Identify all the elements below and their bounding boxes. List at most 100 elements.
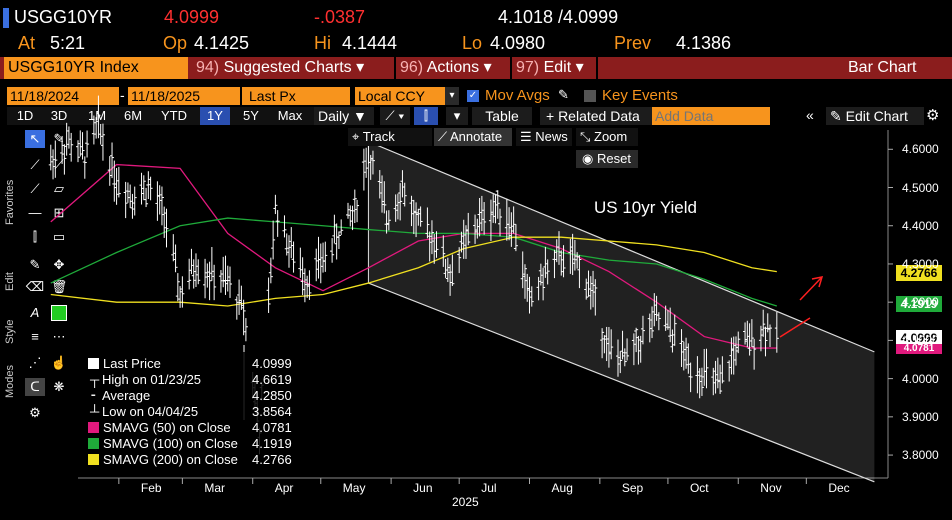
gear-icon[interactable]: ⚙ [926,107,940,124]
legend-value: 4.2850 [252,388,292,403]
price-change: -.0387 [314,7,366,27]
bid-ask: 4.1018 /4.0999 [498,7,619,27]
zoom-label: Zoom [594,129,628,144]
line-style-icon[interactable]: ⟋ ▾ [380,107,410,125]
color-swatch[interactable] [51,305,67,321]
menu-label: Actions [426,59,480,76]
series-line-sma50 [50,163,777,349]
period-1d[interactable]: 1D [16,108,34,123]
legend-row: ⁃ Average [90,388,150,404]
currency-selector[interactable]: Local CCY [355,87,445,105]
chevron-down-icon: ▾ [575,59,584,76]
period-6m[interactable]: 6M [123,108,143,123]
gear-icon[interactable]: ⚙ [29,405,41,420]
move-icon[interactable]: ✥ [53,257,65,272]
ticker-symbol: USGG10YR [14,7,113,27]
segment-icon[interactable]: ⟋ [30,181,40,196]
trendline-icon[interactable]: ⟋ [30,157,40,172]
rectangle-icon[interactable]: ▭ [52,229,66,244]
x-axis-year-label: 2025 [452,495,479,509]
menu-label: Suggested Charts [223,59,352,76]
news-button[interactable]: ☰ News [516,128,572,146]
x-tick-label: Feb [140,481,162,495]
reset-icon: ◉ [582,151,597,166]
fib-icon[interactable]: ⊞ [53,205,65,220]
x-tick-label: Jul [481,481,497,495]
zoom-button[interactable]: ⤡ Zoom [576,128,638,146]
legend-row: SMAVG (50) on Close [88,420,231,436]
chevron-down-icon[interactable]: ▾ [445,87,459,105]
price-bars [48,95,779,455]
y-tick-label: 4.2000 [902,295,939,310]
related-data-button[interactable]: + Related Data [540,107,652,125]
cursor-icon[interactable]: ↖ [25,130,45,148]
font-icon[interactable]: A [30,305,40,320]
pointer-icon[interactable]: ☝ [50,355,68,370]
period-3d[interactable]: 3D [50,108,68,123]
pencil-icon[interactable]: ✎ [558,87,569,102]
menu-label: Edit [543,59,572,76]
crosshair-icon: ⌖ [352,129,363,144]
security-field[interactable]: USGG10YR Index [4,57,188,79]
ray-icon[interactable]: ⟋ [54,157,64,172]
mov-avgs-checkbox[interactable]: ✓ [467,90,479,102]
table-button[interactable]: Table [472,107,532,125]
start-date-field[interactable]: 11/18/2024 [7,87,119,105]
line-weight-icon[interactable]: ≡ [31,329,39,344]
annotate-button[interactable]: ⟋ Annotate [434,128,512,146]
prev-value: 4.1386 [676,33,732,53]
high-marker-icon: ┬ [90,372,100,387]
horizontal-line-icon[interactable]: — [28,205,42,220]
period-5y[interactable]: 5Y [243,108,259,123]
eraser-icon[interactable]: ⌫ [25,279,45,294]
pen-icon[interactable]: ✎ [29,257,41,272]
y-tick-label: 4.1000 [902,333,939,348]
period-ytd[interactable]: YTD [161,108,187,123]
trash-icon[interactable]: 🗑 [50,279,68,294]
bar-style-icon[interactable]: ⫿ [414,107,438,125]
channel-icon[interactable]: ▱ [54,181,64,196]
last-tag-price: 4.0999 [896,330,942,346]
dashed-line-icon[interactable]: ⋰ [28,355,42,370]
collapse-icon[interactable]: « [806,107,814,123]
chevron-down-icon[interactable]: ▾ [446,107,468,125]
line-style-icon[interactable]: ⋯ [52,329,66,344]
legend-value: 4.1919 [252,436,292,451]
last-tag-sma50: 4.0781 [896,344,942,354]
period-1y[interactable]: 1Y [200,107,230,125]
chart-axes [78,130,893,484]
edit-chart-label: Edit Chart [845,108,908,124]
track-button[interactable]: ⌖ Track [348,128,432,146]
menu-number: 94) [196,59,220,76]
date-separator: - [120,87,125,103]
reset-button[interactable]: ◉ Reset [576,150,638,168]
magnet-icon[interactable]: ᑕ [25,378,45,396]
legend-label: SMAVG (200) on Close [103,452,238,467]
edit-chart-button[interactable]: ✎ Edit Chart [826,107,924,125]
menu-actions[interactable]: 96) Actions ▾ [400,57,492,79]
open-value: 4.1425 [194,33,250,53]
end-date-field[interactable]: 11/18/2025 [128,87,240,105]
legend-swatch [88,358,99,369]
low-marker-icon: ┴ [90,404,100,419]
drawing-toolbar: Favorites Edit Style Modes ↖ ✎ ⟋ ⟋ ⟋ ▱ —… [0,124,78,424]
key-events-checkbox[interactable] [584,90,596,102]
y-tick-label: 4.5000 [902,180,939,195]
legend-row: ┬ High on 01/23/25 [90,372,201,388]
last-price: 4.0999 [164,7,220,27]
frequency-selector[interactable]: Daily ▼ [314,107,374,125]
menu-edit[interactable]: 97) Edit ▾ [516,57,584,79]
channel-upper-line [368,141,875,353]
period-max[interactable]: Max [277,108,303,123]
frequency-label: Daily [318,108,350,124]
menu-suggested-charts[interactable]: 94) Suggested Charts ▾ [196,57,364,79]
add-data-input[interactable] [652,107,770,125]
pencil-icon[interactable]: ✎ [53,131,65,146]
legend-value: 4.6619 [252,372,292,387]
field-selector[interactable]: Last Px [246,87,350,105]
period-1m[interactable]: 1M [87,108,107,123]
y-tick-label: 4.0000 [902,371,939,386]
vertical-text-icon[interactable]: ⫿ [32,229,38,244]
palette-icon[interactable]: ❋ [53,379,65,394]
